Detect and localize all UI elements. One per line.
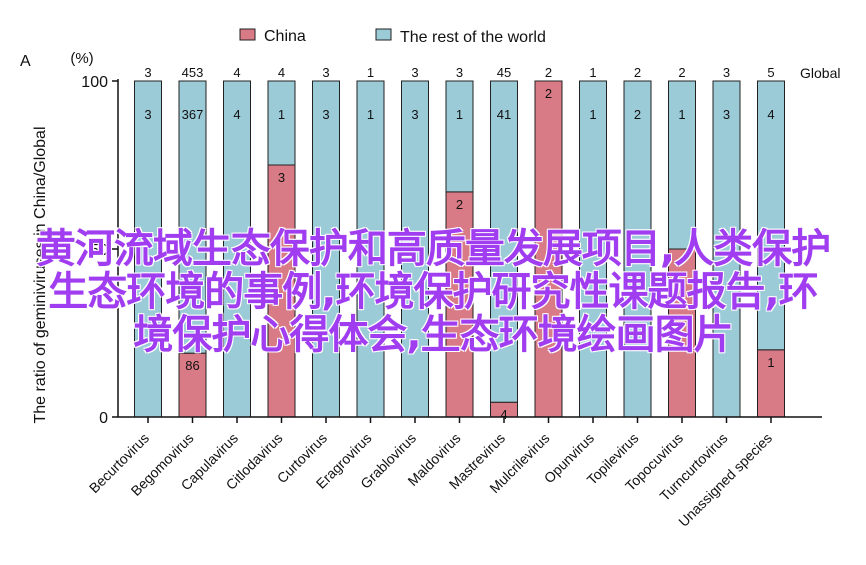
bar-label-rest-11: 2: [634, 107, 641, 122]
bar-label-rest-5: 1: [367, 107, 374, 122]
global-count-9: 2: [545, 65, 552, 80]
bar-label-rest-6: 3: [411, 107, 418, 122]
bar-label-rest-2: 4: [233, 107, 240, 122]
global-count-12: 2: [678, 65, 685, 80]
bar-label-rest-4: 3: [322, 107, 329, 122]
bar-rest-11: [623, 80, 652, 418]
watermark-line-2: 生态环境的事例,环境保护研究性课题报告,环: [48, 269, 818, 315]
bar-china-14: [757, 349, 785, 418]
y-tick-label-1: 50: [90, 242, 108, 259]
global-count-8: 45: [497, 65, 511, 80]
bar-rest-1: [178, 80, 207, 354]
bar-rest-2: [223, 80, 251, 418]
global-count-1: 453: [182, 65, 204, 80]
bar-rest-3: [267, 80, 296, 166]
bar-rest-4: [312, 80, 340, 418]
global-count-11: 2: [634, 65, 641, 80]
bar-rest-12: [668, 80, 696, 250]
bar-rest-14: [757, 80, 785, 351]
bar-label-rest-8: 41: [497, 107, 511, 122]
bar-label-rest-3: 1: [278, 107, 285, 122]
bar-label-rest-1: 367: [182, 107, 204, 122]
bar-china-9: [534, 80, 563, 418]
global-count-5: 1: [367, 65, 374, 80]
bar-china-1: [178, 352, 207, 418]
bar-label-rest-10: 1: [589, 107, 596, 122]
global-count-3: 4: [278, 65, 285, 80]
bar-rest-6: [401, 80, 429, 418]
y-tick-label-2: 100: [81, 74, 108, 91]
legend-swatch-china: [239, 28, 256, 41]
bar-rest-5: [356, 80, 385, 418]
bar-rest-8: [490, 80, 518, 403]
global-count-2: 4: [233, 65, 240, 80]
bar-label-rest-0: 3: [144, 107, 151, 122]
global-count-6: 3: [411, 65, 418, 80]
legend-label-rest: The rest of the world: [400, 29, 546, 46]
bars: 3336786453441343311331234144522112212334…: [134, 65, 785, 422]
bar-label-rest-12: 1: [678, 107, 685, 122]
y-axis-title: The ratio of geminiviruses in China/Glob…: [32, 126, 49, 423]
bar-china-12: [668, 248, 696, 418]
global-count-14: 5: [767, 65, 774, 80]
bar-label-china-1: 86: [185, 358, 199, 373]
global-label: Global: [800, 65, 840, 81]
y-tick-label-0: 0: [99, 410, 108, 427]
global-count-10: 1: [589, 65, 596, 80]
bar-label-china-7: 2: [456, 197, 463, 212]
global-count-7: 3: [456, 65, 463, 80]
bar-label-rest-7: 1: [456, 107, 463, 122]
panel-label: A: [20, 53, 31, 70]
bar-rest-10: [579, 80, 607, 418]
bar-china-3: [267, 164, 296, 418]
bar-label-china-9: 2: [545, 86, 552, 101]
y-unit-label: (%): [70, 50, 93, 67]
legend-label-china: China: [264, 28, 306, 45]
bar-label-rest-14: 4: [767, 107, 774, 122]
legend: China The rest of the world: [239, 28, 546, 46]
watermark-line-1: 黄河流域生态保护和高质量发展项目,人类保护: [35, 226, 831, 272]
bar-label-china-8: 4: [500, 407, 507, 422]
global-count-13: 3: [723, 65, 730, 80]
bar-label-rest-13: 3: [723, 107, 730, 122]
global-count-0: 3: [144, 65, 151, 80]
watermark-line-3: 境保护心得体会,生态环境绘画图片: [133, 312, 733, 358]
bar-rest-0: [134, 80, 162, 418]
bar-rest-7: [445, 80, 474, 193]
bar-label-china-14: 1: [767, 355, 774, 370]
legend-swatch-rest: [375, 28, 392, 41]
global-count-4: 3: [322, 65, 329, 80]
bar-label-china-3: 3: [278, 170, 285, 185]
